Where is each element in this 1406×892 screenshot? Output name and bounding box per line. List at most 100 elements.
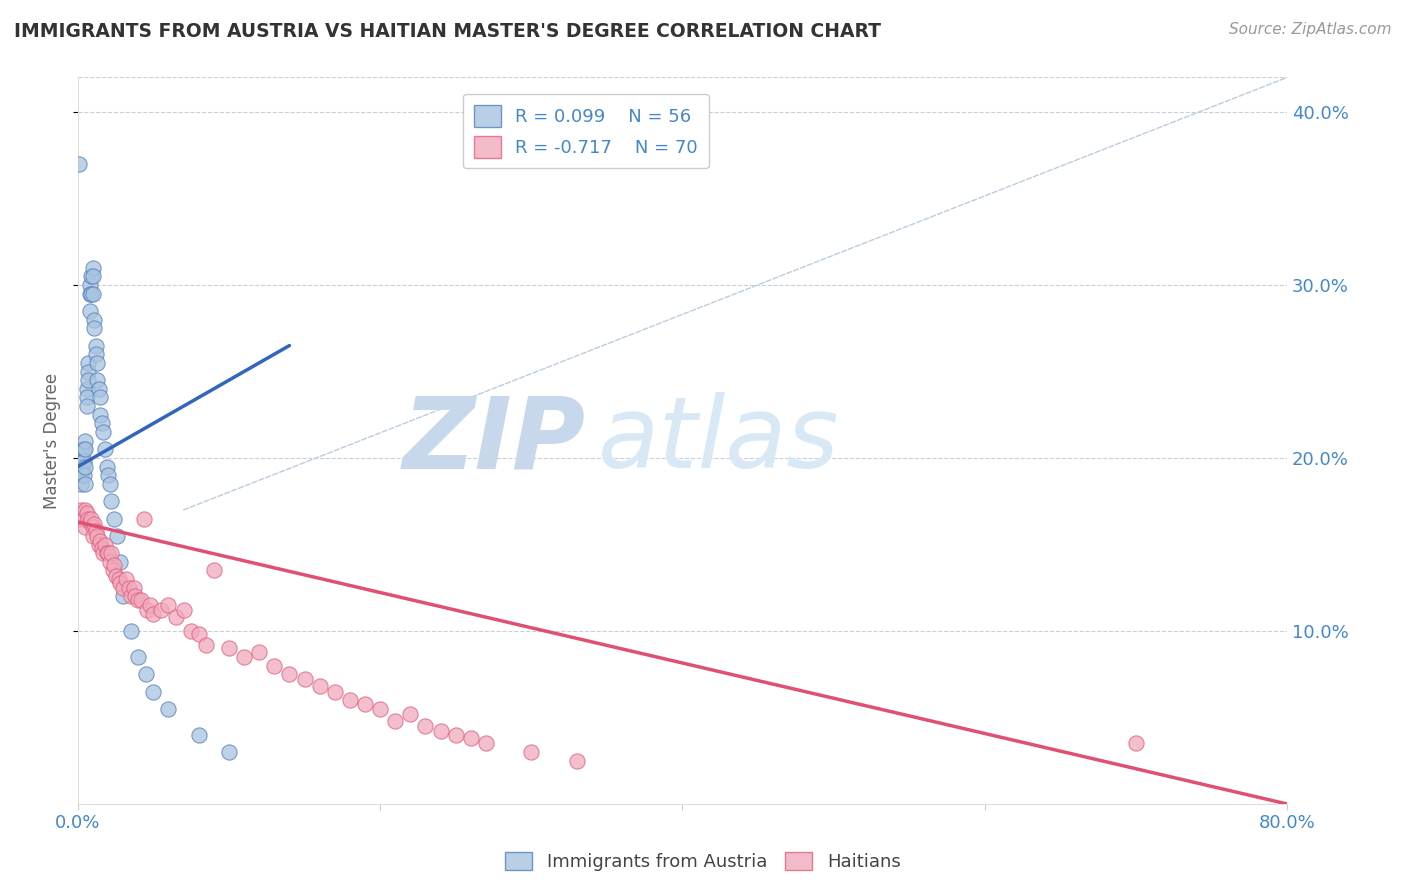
Point [202,564,225,578]
Point [67,157,90,171]
Point [67,459,90,474]
Point [76,382,98,396]
Point [75,520,97,534]
Point [76,399,98,413]
Point [89,534,111,549]
Point [75,434,97,448]
Point [82,286,104,301]
Point [72,507,94,521]
Point [134,511,156,525]
Point [107,572,129,586]
Point [120,624,142,638]
Point [73,468,96,483]
Point [87,537,110,551]
Point [69,503,91,517]
Point [93,546,115,560]
Point [86,373,108,387]
Point [218,641,240,656]
Point [354,697,377,711]
Point [80,286,103,301]
Point [444,728,467,742]
Point [118,581,141,595]
Point [73,454,96,468]
Point [565,754,588,768]
Point [86,356,108,370]
Point [75,459,97,474]
Point [308,679,330,693]
Point [89,408,111,422]
Text: ZIP: ZIP [402,392,586,489]
Point [129,592,152,607]
Point [82,260,104,275]
Point [278,667,301,681]
Point [399,706,422,721]
Point [112,590,135,604]
Point [75,503,97,517]
Point [429,724,451,739]
Point [187,728,209,742]
Point [180,624,202,638]
Point [247,645,270,659]
Point [77,511,100,525]
Point [89,391,111,405]
Point [97,546,120,560]
Point [415,719,437,733]
Point [77,373,100,387]
Point [93,425,115,439]
Point [195,638,218,652]
Point [103,558,125,573]
Point [91,541,114,555]
Point [79,304,101,318]
Point [73,511,96,525]
Point [101,564,124,578]
Point [233,649,256,664]
Point [69,477,91,491]
Point [69,450,91,465]
Point [142,684,165,698]
Point [82,269,104,284]
Point [86,529,108,543]
Point [84,338,107,352]
Point [98,555,121,569]
Point [94,442,117,457]
Point [149,603,172,617]
Point [104,568,127,582]
Point [72,465,94,479]
Point [82,529,104,543]
Point [157,598,180,612]
Point [94,537,117,551]
Point [124,590,146,604]
Point [75,477,97,491]
Point [368,702,391,716]
Point [82,520,104,534]
Point [83,312,105,326]
Point [323,684,346,698]
Point [79,286,101,301]
Point [475,736,498,750]
Point [165,610,187,624]
Text: Source: ZipAtlas.com: Source: ZipAtlas.com [1229,22,1392,37]
Point [520,745,543,759]
Point [157,702,180,716]
Point [108,575,131,590]
Point [294,673,316,687]
Point [83,516,105,531]
Point [339,693,361,707]
Point [96,459,118,474]
Point [73,442,96,457]
Point [135,667,157,681]
Point [96,546,118,560]
Point [83,321,105,335]
Point [84,524,107,538]
Text: IMMIGRANTS FROM AUSTRIA VS HAITIAN MASTER'S DEGREE CORRELATION CHART: IMMIGRANTS FROM AUSTRIA VS HAITIAN MASTE… [14,22,882,41]
Point [84,347,107,361]
Point [108,555,131,569]
Point [218,745,240,759]
Point [79,278,101,293]
Point [100,546,122,560]
Point [115,572,138,586]
Point [80,511,103,525]
Point [76,507,98,521]
Point [112,581,135,595]
Point [79,515,101,529]
